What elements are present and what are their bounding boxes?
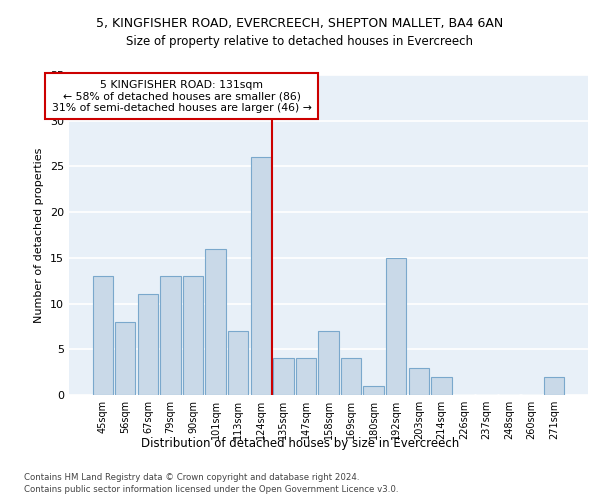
Bar	[115, 322, 136, 395]
Bar	[296, 358, 316, 395]
Text: Contains public sector information licensed under the Open Government Licence v3: Contains public sector information licen…	[24, 485, 398, 494]
Text: Size of property relative to detached houses in Evercreech: Size of property relative to detached ho…	[127, 35, 473, 48]
Bar	[364, 386, 384, 395]
Bar	[386, 258, 406, 395]
Text: 5 KINGFISHER ROAD: 131sqm
← 58% of detached houses are smaller (86)
31% of semi-: 5 KINGFISHER ROAD: 131sqm ← 58% of detac…	[52, 80, 311, 113]
Bar	[160, 276, 181, 395]
Bar	[251, 158, 271, 395]
Bar	[138, 294, 158, 395]
Bar	[228, 331, 248, 395]
Bar	[409, 368, 429, 395]
Bar	[341, 358, 361, 395]
Bar	[431, 376, 452, 395]
Bar	[183, 276, 203, 395]
Y-axis label: Number of detached properties: Number of detached properties	[34, 148, 44, 322]
Bar	[544, 376, 565, 395]
Bar	[205, 248, 226, 395]
Bar	[273, 358, 293, 395]
Text: Contains HM Land Registry data © Crown copyright and database right 2024.: Contains HM Land Registry data © Crown c…	[24, 472, 359, 482]
Bar	[92, 276, 113, 395]
Bar	[319, 331, 338, 395]
Text: Distribution of detached houses by size in Evercreech: Distribution of detached houses by size …	[141, 438, 459, 450]
Text: 5, KINGFISHER ROAD, EVERCREECH, SHEPTON MALLET, BA4 6AN: 5, KINGFISHER ROAD, EVERCREECH, SHEPTON …	[97, 18, 503, 30]
